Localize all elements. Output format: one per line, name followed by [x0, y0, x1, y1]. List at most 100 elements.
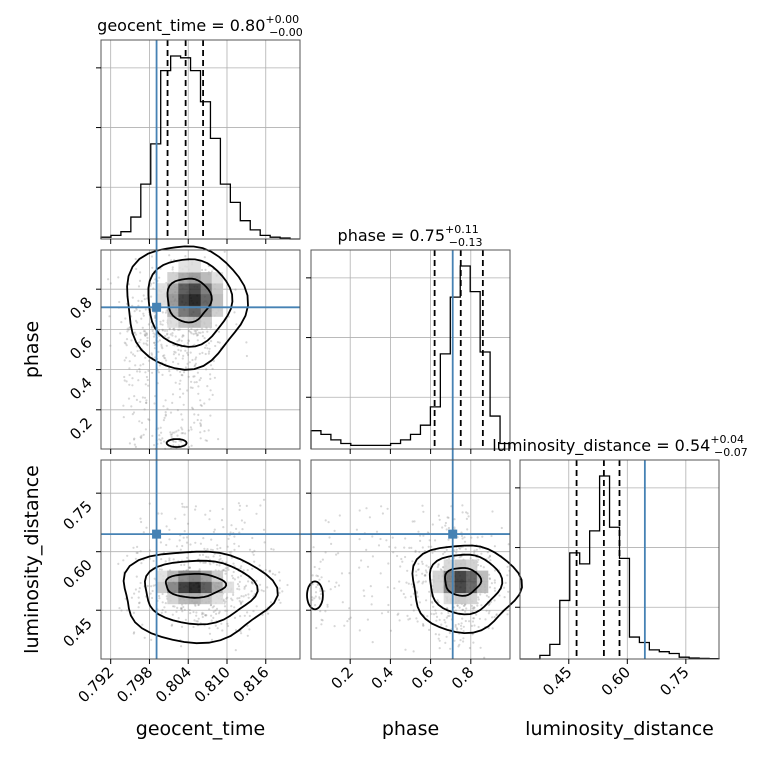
scatter-point — [252, 553, 255, 556]
scatter-point — [174, 357, 177, 360]
density-cell — [167, 592, 179, 605]
scatter-point — [503, 586, 506, 589]
scatter-point — [178, 539, 181, 542]
scatter-point — [193, 365, 196, 368]
scatter-point — [232, 577, 235, 580]
scatter-point — [232, 593, 235, 597]
scatter-point — [205, 614, 208, 617]
scatter-point — [227, 568, 230, 571]
scatter-point — [407, 582, 410, 585]
scatter-point — [458, 556, 461, 559]
panel-frame — [519, 459, 720, 660]
scatter-point — [385, 539, 388, 542]
scatter-point — [313, 597, 316, 600]
scatter-point — [141, 623, 144, 626]
scatter-point — [448, 631, 451, 635]
scatter-point — [421, 572, 424, 575]
scatter-point — [134, 588, 137, 591]
scatter-point — [142, 294, 145, 297]
scatter-point — [422, 624, 425, 627]
scatter-point — [471, 633, 474, 636]
scatter-point — [199, 424, 202, 428]
scatter-point — [139, 400, 142, 403]
scatter-point — [404, 537, 407, 540]
scatter-point — [198, 352, 201, 355]
scatter-point — [127, 283, 131, 286]
scatter-point — [152, 332, 155, 335]
scatter-point — [379, 572, 382, 575]
scatter-point — [222, 526, 225, 529]
scatter-point — [152, 559, 155, 563]
scatter-point — [253, 549, 256, 553]
scatter-point — [424, 580, 427, 583]
scatter-point — [421, 582, 424, 585]
scatter-point — [171, 393, 175, 396]
scatter-point — [126, 330, 129, 333]
scatter-point — [443, 551, 446, 554]
scatter-point — [247, 593, 250, 596]
scatter-point — [234, 288, 237, 291]
scatter-point — [181, 335, 184, 338]
scatter-point — [465, 511, 468, 514]
scatter-point — [211, 393, 214, 396]
scatter-point — [365, 548, 368, 552]
scatter-point — [147, 369, 150, 372]
scatter-point — [464, 619, 467, 623]
density-cell — [465, 559, 478, 571]
scatter-point — [173, 327, 176, 330]
scatter-point — [246, 624, 249, 627]
scatter-point — [190, 380, 193, 383]
scatter-point — [143, 333, 146, 336]
density-cell — [200, 294, 212, 306]
scatter-point — [195, 614, 198, 617]
scatter-point — [194, 362, 197, 365]
scatter-point — [201, 335, 204, 338]
scatter-point — [181, 334, 184, 337]
scatter-point — [137, 299, 140, 302]
scatter-point — [422, 622, 425, 626]
scatter-point — [355, 528, 358, 531]
scatter-point — [456, 628, 459, 631]
density-cell — [432, 581, 445, 594]
scatter-point — [168, 328, 171, 331]
scatter-point — [389, 629, 392, 632]
scatter-point — [267, 612, 270, 615]
scatter-point — [206, 548, 209, 551]
scatter-point — [177, 429, 180, 432]
scatter-point — [108, 315, 111, 318]
scatter-point — [255, 512, 258, 515]
scatter-point — [165, 344, 168, 347]
scatter-point — [164, 413, 167, 416]
scatter-point — [212, 610, 215, 614]
scatter-point — [164, 311, 167, 314]
density-cell — [178, 581, 190, 594]
scatter-point — [180, 563, 183, 567]
scatter-point — [188, 361, 191, 364]
density-cell — [211, 283, 224, 295]
scatter-point — [463, 604, 466, 607]
scatter-point — [133, 437, 136, 440]
scatter-point — [161, 347, 164, 350]
scatter-point — [133, 331, 137, 334]
scatter-point — [153, 577, 156, 580]
scatter-point — [168, 254, 171, 257]
scatter-point — [240, 601, 243, 605]
scatter-point — [123, 379, 126, 382]
scatter-point — [212, 359, 215, 363]
scatter-point — [161, 323, 164, 326]
scatter-point — [212, 555, 215, 558]
scatter-point — [443, 618, 446, 622]
scatter-point — [239, 574, 243, 578]
scatter-point — [486, 551, 489, 554]
scatter-point — [435, 619, 438, 622]
scatter-point — [183, 563, 186, 567]
scatter-point — [142, 363, 145, 366]
scatter-point — [139, 332, 142, 335]
scatter-point — [194, 508, 197, 511]
scatter-point — [171, 268, 174, 271]
scatter-point — [198, 379, 201, 382]
scatter-point — [506, 565, 509, 568]
scatter-point — [466, 528, 469, 531]
scatter-point — [423, 574, 426, 577]
scatter-point — [465, 607, 468, 610]
